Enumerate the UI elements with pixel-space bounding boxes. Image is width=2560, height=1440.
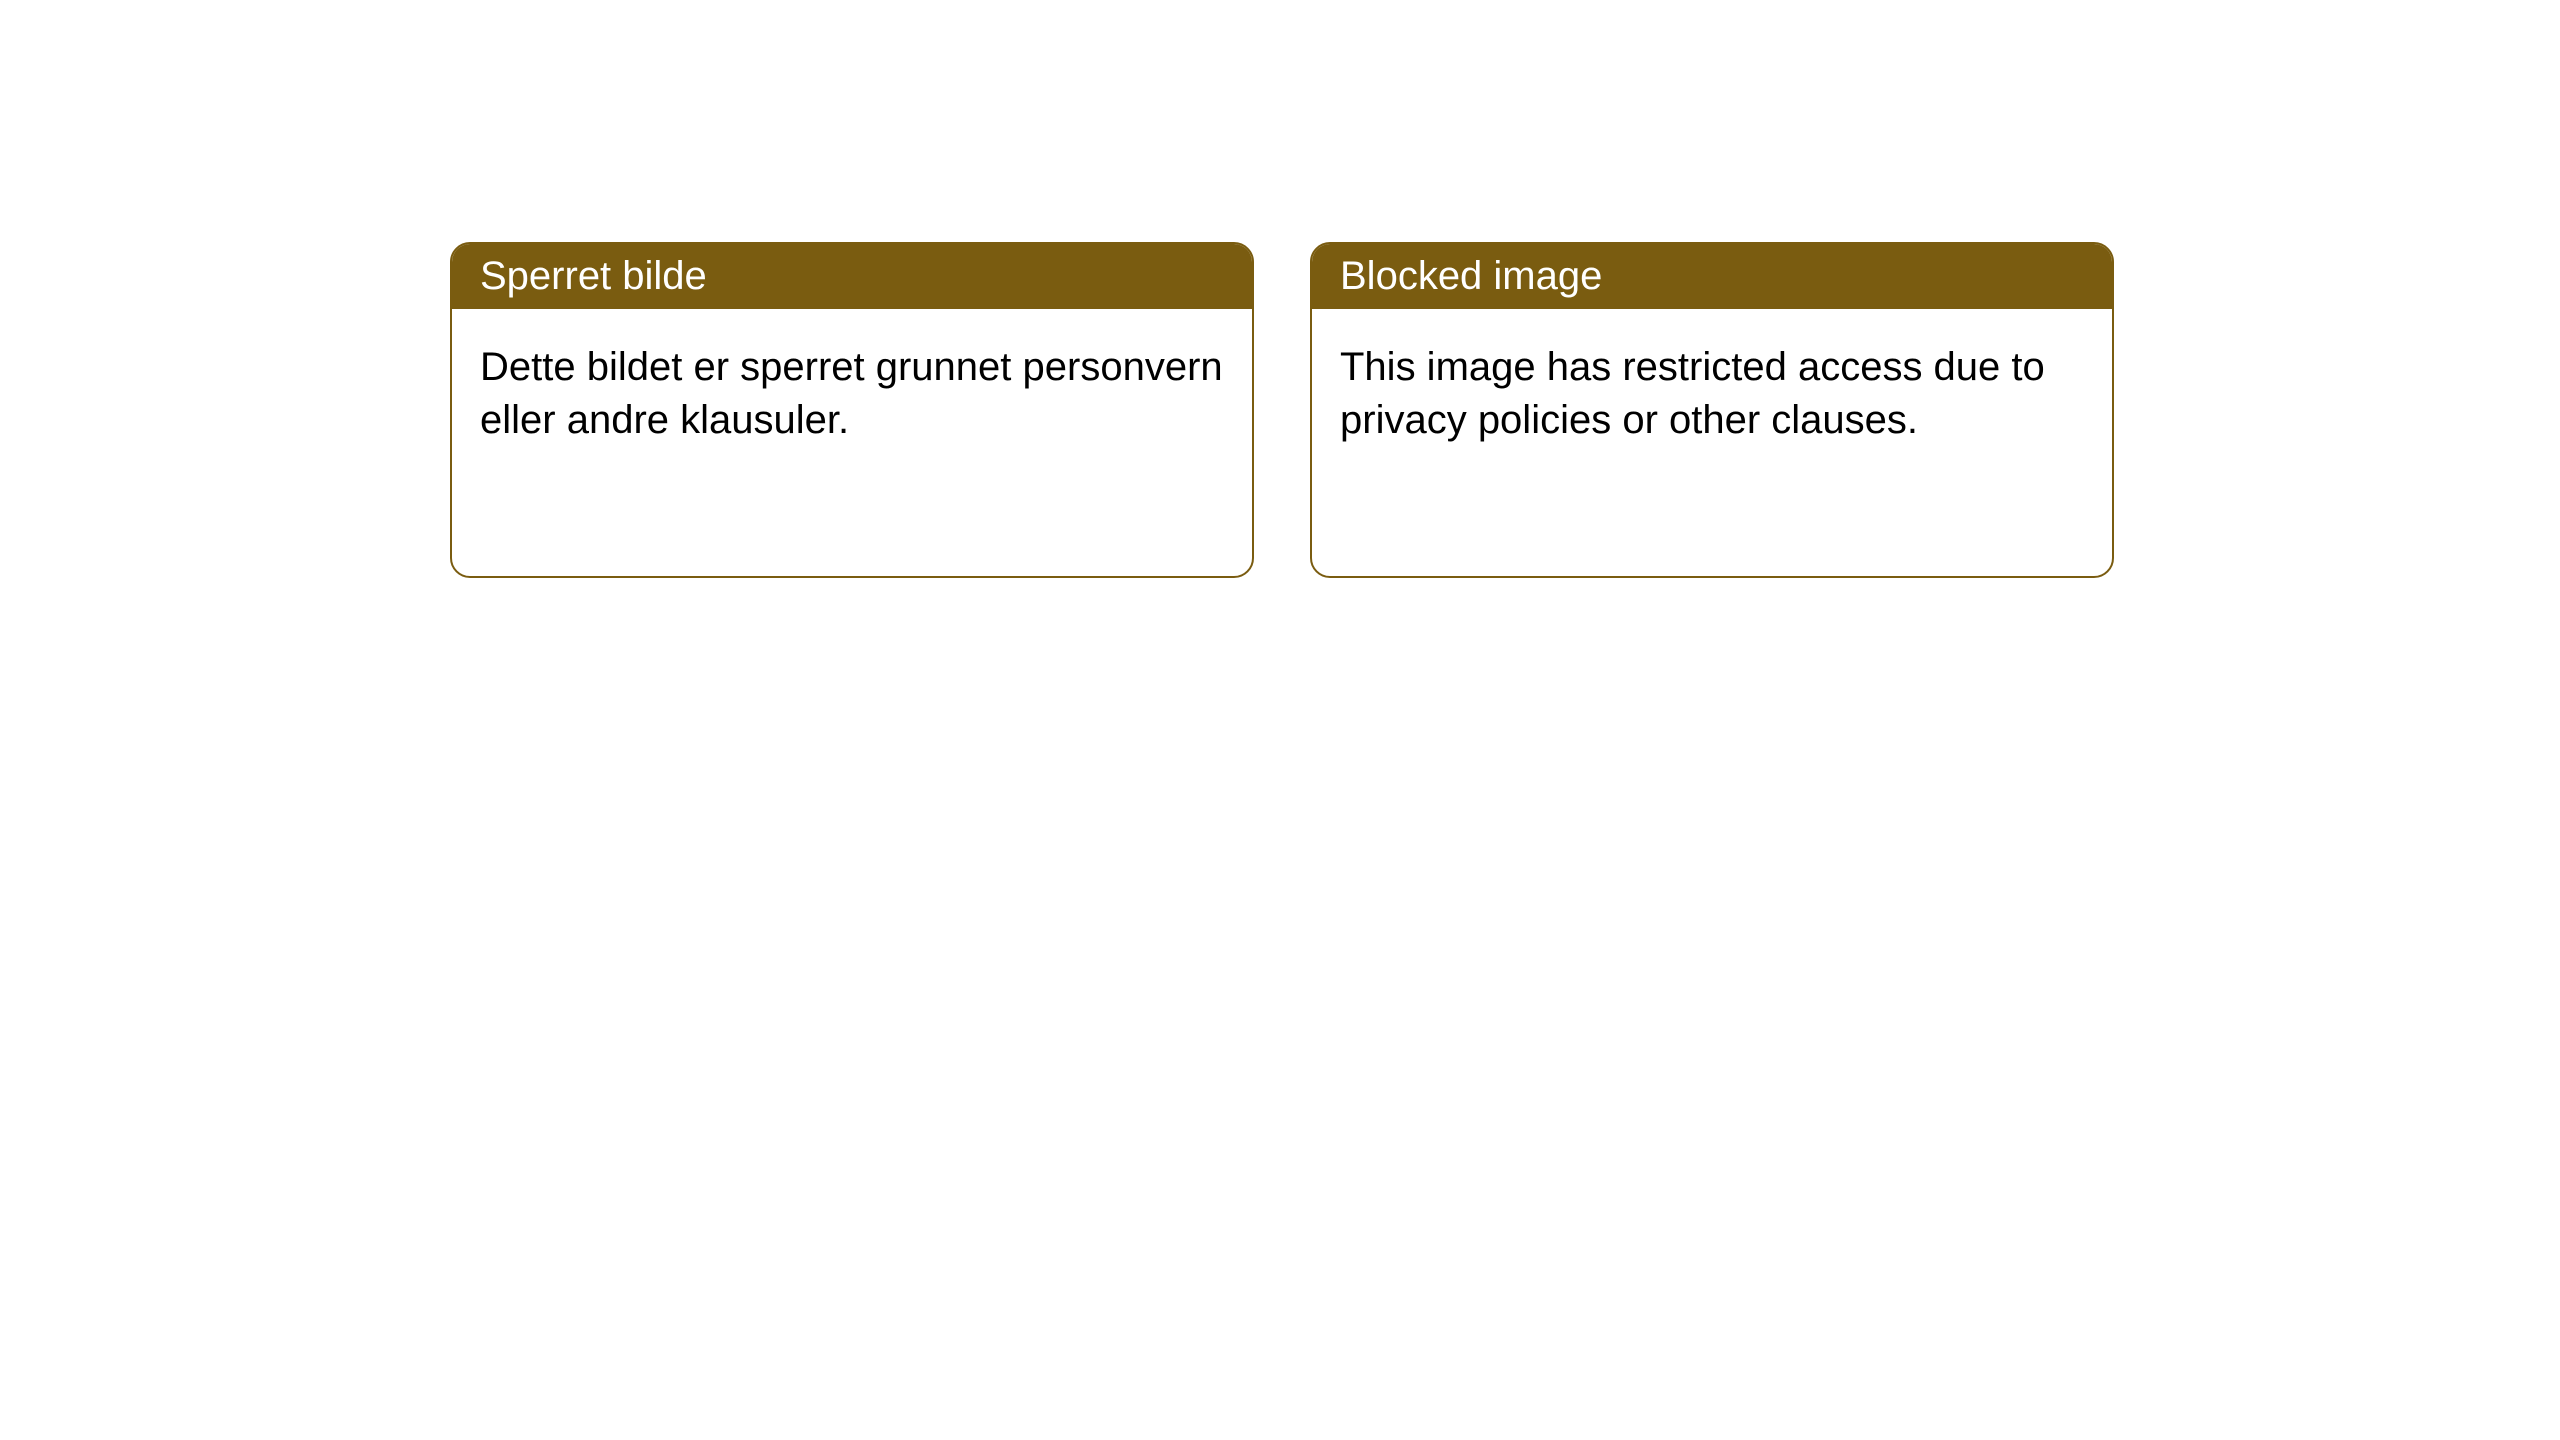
notice-body-text: Dette bildet er sperret grunnet personve… (480, 345, 1223, 442)
notice-title: Sperret bilde (480, 254, 707, 298)
notice-body: Dette bildet er sperret grunnet personve… (452, 309, 1252, 479)
notice-title: Blocked image (1340, 254, 1602, 298)
notice-header: Sperret bilde (452, 244, 1252, 309)
notice-header: Blocked image (1312, 244, 2112, 309)
notice-card-english: Blocked image This image has restricted … (1310, 242, 2114, 578)
notice-body: This image has restricted access due to … (1312, 309, 2112, 479)
notices-container: Sperret bilde Dette bildet er sperret gr… (0, 0, 2560, 578)
notice-card-norwegian: Sperret bilde Dette bildet er sperret gr… (450, 242, 1254, 578)
notice-body-text: This image has restricted access due to … (1340, 345, 2045, 442)
